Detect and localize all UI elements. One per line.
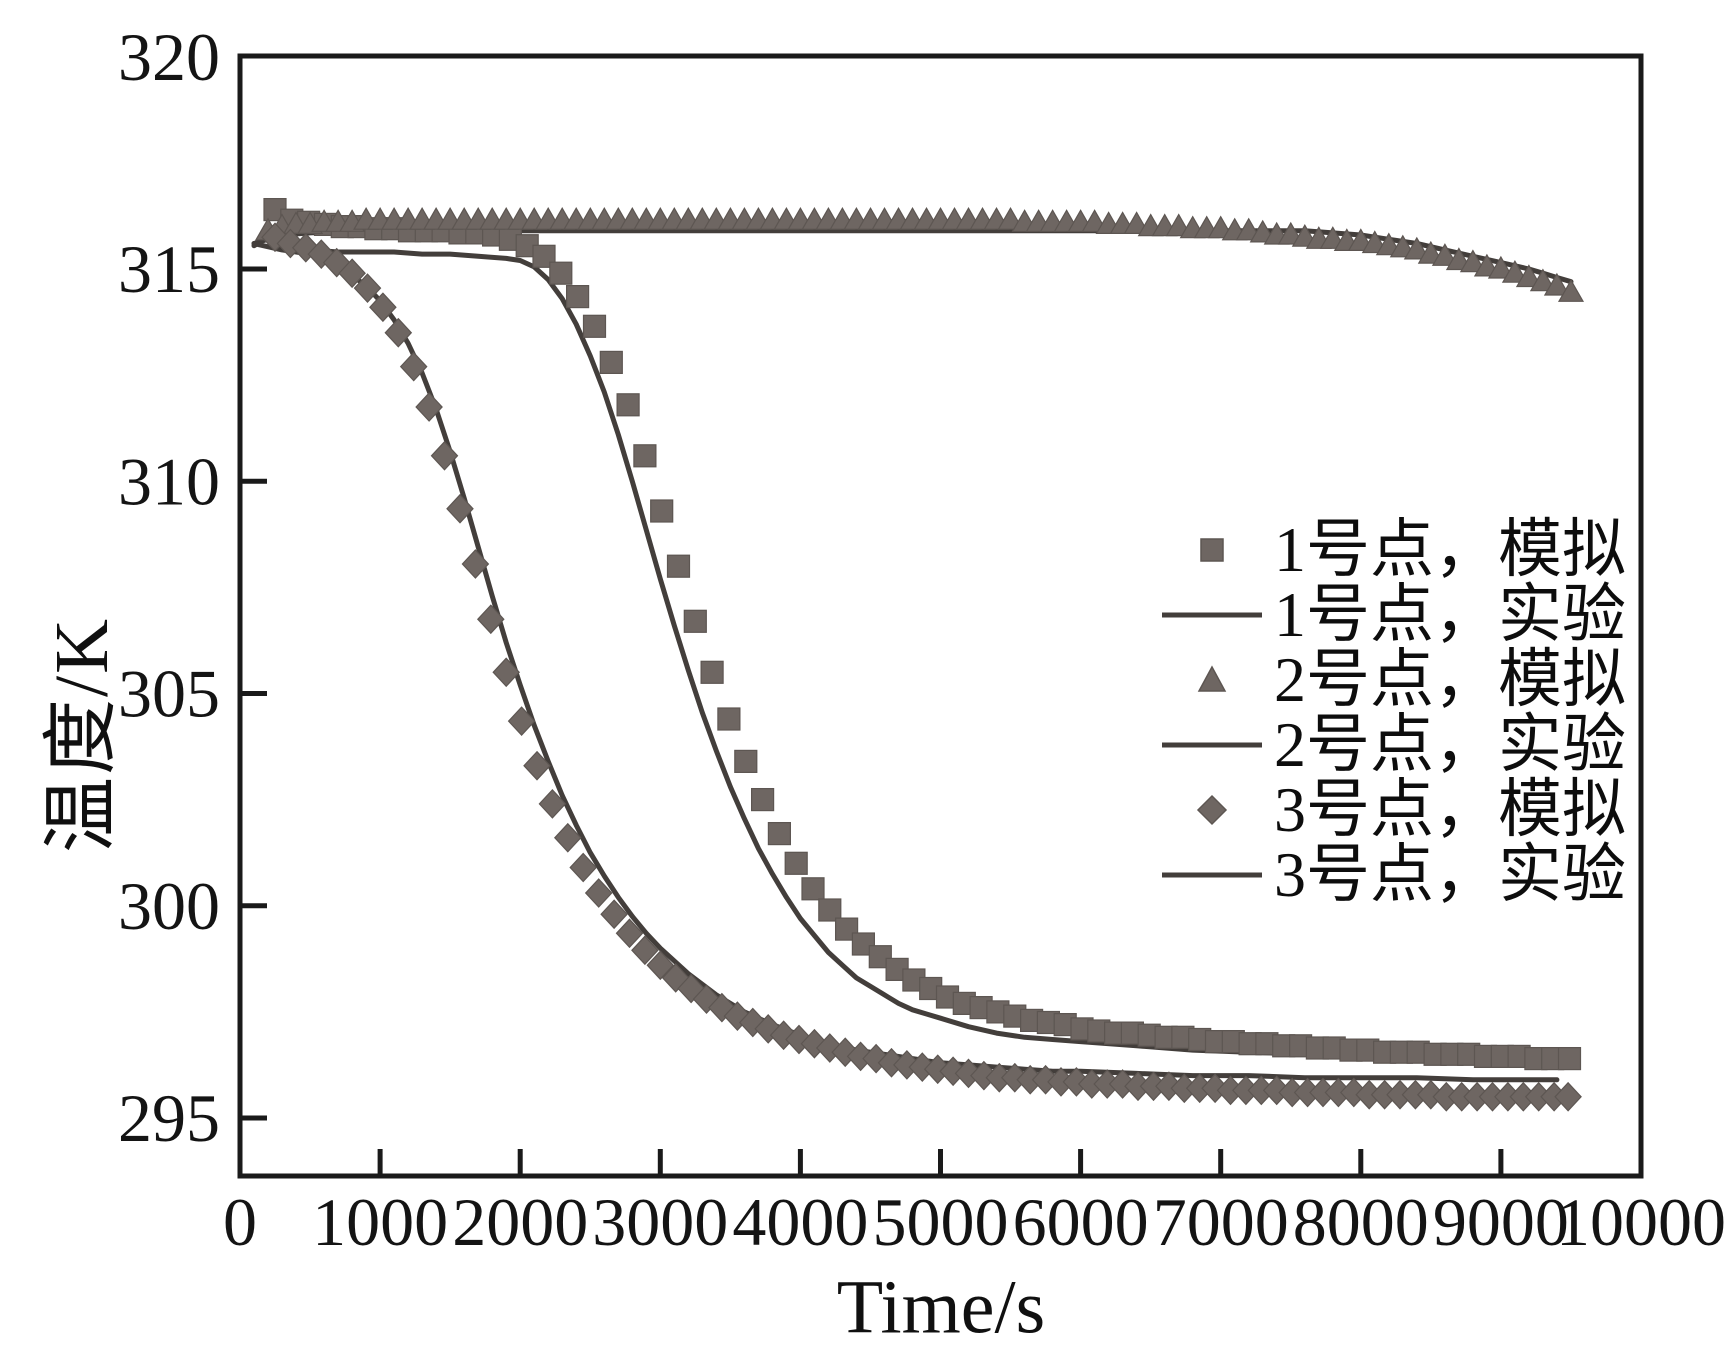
diamond-marker	[600, 899, 628, 930]
triangle-marker	[1529, 268, 1556, 292]
triangle-marker	[1543, 272, 1570, 296]
series-line-3号点，实验	[251, 241, 1560, 1083]
diamond-marker	[446, 493, 474, 524]
triangle-marker	[1487, 255, 1514, 279]
legend: 1号点，模拟 1号点，实验 2号点，模拟 2号点，实验 3号点，模拟	[1160, 517, 1626, 907]
legend-item-2-exp: 2号点，实验	[1160, 712, 1626, 777]
y-tick-label: 295	[118, 1080, 220, 1156]
square-marker	[599, 350, 623, 374]
square-marker	[633, 444, 657, 468]
diamond-marker	[553, 822, 582, 853]
y-tick-label: 315	[118, 231, 220, 307]
diamond-marker	[1554, 1081, 1582, 1112]
legend-item-label: 3号点，模拟	[1274, 774, 1626, 845]
square-marker-icon	[1200, 537, 1224, 562]
x-tick-label: 5000	[873, 1184, 1009, 1260]
diamond-marker	[369, 292, 397, 323]
triangle-marker	[1501, 259, 1528, 283]
y-tick-label: 300	[118, 868, 220, 944]
diamond-marker	[538, 789, 567, 819]
diamond-marker	[569, 852, 598, 883]
y-axis-title: 温度/K	[40, 617, 124, 853]
triangle-marker	[1431, 243, 1458, 266]
square-marker	[549, 261, 573, 285]
square-marker	[734, 749, 758, 774]
line-sample-icon	[1162, 612, 1262, 617]
square-marker	[1557, 1046, 1582, 1071]
diamond-marker	[646, 950, 675, 981]
y-tick-label: 305	[118, 656, 220, 732]
square-marker	[650, 499, 674, 523]
line-sample-icon	[1162, 742, 1262, 747]
diamond-marker	[492, 657, 521, 688]
x-tick-label: 2000	[452, 1184, 588, 1260]
diamond-marker	[399, 351, 428, 382]
legend-item-label: 2号点，模拟	[1274, 644, 1626, 715]
x-tick-label: 7000	[1153, 1184, 1289, 1260]
legend-item-3-exp: 3号点，实验	[1160, 842, 1626, 907]
square-marker	[582, 314, 607, 338]
diamond-marker	[415, 392, 443, 422]
diamond-marker	[476, 604, 505, 635]
diamond-marker	[430, 440, 459, 471]
legend-item-label: 3号点，实验	[1274, 839, 1626, 910]
x-tick-label: 9000	[1433, 1184, 1569, 1260]
triangle-marker-icon	[1197, 664, 1227, 692]
triangle-marker	[1515, 264, 1542, 288]
x-tick-label: 8000	[1293, 1184, 1429, 1260]
x-axis-title: Time/s	[836, 1265, 1046, 1350]
square-marker	[717, 707, 741, 731]
legend-item-2-sim: 2号点，模拟	[1160, 647, 1626, 712]
square-marker	[767, 821, 792, 846]
line-sample-icon	[1162, 872, 1262, 877]
square-marker	[666, 554, 691, 578]
square-marker	[616, 393, 640, 417]
square-marker	[750, 787, 775, 812]
legend-item-label: 2号点，实验	[1274, 709, 1626, 780]
legend-item-1-sim: 1号点，模拟	[1160, 517, 1626, 582]
diamond-marker	[584, 878, 613, 908]
y-tick-label: 320	[118, 19, 220, 95]
legend-item-label: 1号点，实验	[1274, 579, 1626, 650]
diamond-marker	[338, 258, 366, 289]
legend-item-label: 1号点，模拟	[1274, 514, 1626, 585]
diamond-marker	[507, 706, 536, 736]
diamond-marker	[384, 317, 413, 348]
diamond-marker	[523, 750, 551, 781]
legend-item-1-exp: 1号点，实验	[1160, 582, 1626, 647]
series-markers-2号点，模拟	[254, 206, 1585, 302]
triangle-marker	[1403, 236, 1430, 260]
x-tick-label: 1000	[312, 1184, 448, 1260]
diamond-marker-icon	[1196, 794, 1228, 825]
square-marker	[683, 609, 707, 633]
x-tick-label: 6000	[1013, 1184, 1149, 1260]
diamond-marker	[461, 549, 490, 579]
x-tick-label: 0	[223, 1184, 257, 1260]
diamond-marker	[291, 232, 320, 263]
x-tick-label: 3000	[592, 1184, 728, 1260]
square-marker	[784, 851, 808, 875]
square-marker	[700, 660, 724, 684]
square-marker	[565, 285, 590, 309]
y-tick-label: 310	[118, 443, 220, 519]
legend-item-3-sim: 3号点，模拟	[1160, 777, 1626, 842]
x-tick-label: 4000	[732, 1184, 868, 1260]
diamond-marker	[353, 273, 382, 303]
diamond-marker	[631, 935, 659, 966]
triangle-marker	[1557, 279, 1585, 302]
series-markers-3号点，模拟	[261, 222, 1582, 1112]
triangle-marker	[1459, 249, 1486, 273]
square-marker	[801, 877, 825, 901]
series-line-1号点，实验	[251, 234, 1574, 1066]
x-tick-label: 10000	[1556, 1184, 1724, 1260]
square-marker	[818, 898, 842, 922]
diamond-marker	[615, 918, 644, 949]
